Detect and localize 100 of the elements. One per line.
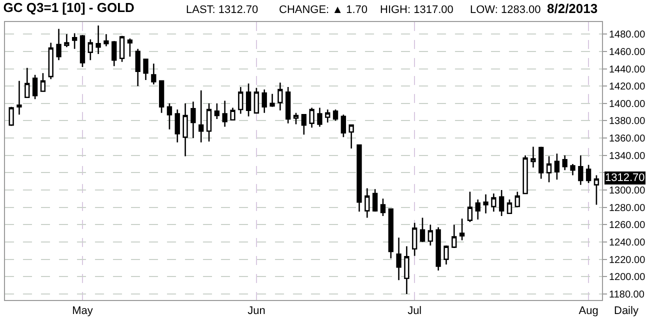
text: Daily bbox=[614, 305, 639, 317]
candlestick bbox=[546, 156, 552, 183]
y-tick-label: 1400.00 bbox=[609, 98, 646, 110]
y-tick-label: 1220.00 bbox=[609, 254, 646, 266]
candlestick bbox=[467, 191, 473, 223]
candlestick bbox=[285, 86, 291, 124]
chart-title: GC Q3=1 [10] - GOLD bbox=[3, 0, 134, 16]
text: CHANGE: ▲ 1.70 bbox=[279, 4, 368, 16]
y-tick-label: 1300.00 bbox=[609, 186, 646, 197]
candlestick bbox=[190, 101, 196, 139]
candlestick bbox=[301, 114, 306, 136]
candlestick bbox=[246, 82, 252, 118]
candlestick bbox=[491, 192, 496, 212]
candlestick bbox=[80, 34, 86, 68]
candlestick bbox=[96, 24, 101, 55]
y-tick-label: 1360.00 bbox=[609, 134, 646, 145]
candlestick bbox=[254, 87, 260, 114]
candlestick bbox=[293, 112, 299, 125]
candlestick bbox=[151, 62, 156, 86]
candlestick bbox=[317, 107, 322, 128]
candlestick bbox=[498, 189, 504, 217]
candlestick bbox=[420, 217, 426, 243]
candlestick bbox=[332, 108, 338, 122]
candlestick bbox=[530, 146, 536, 168]
y-tick-label: 1480.00 bbox=[609, 30, 646, 41]
candlestick bbox=[40, 72, 46, 92]
candlestick bbox=[506, 198, 512, 214]
candlestick bbox=[428, 224, 433, 246]
y-tick-label: 1340.00 bbox=[609, 150, 646, 162]
candlestick bbox=[340, 114, 346, 138]
candlestick bbox=[278, 82, 283, 111]
candlestick bbox=[483, 194, 488, 214]
text: 8/2/2013 bbox=[547, 1, 598, 16]
y-tick-label: 1440.00 bbox=[609, 64, 646, 76]
candlestick bbox=[570, 163, 576, 176]
candlestick bbox=[198, 90, 204, 144]
y-tick-label: 1420.00 bbox=[609, 82, 646, 93]
candlestick bbox=[104, 33, 109, 47]
text: LOW: 1283.00 bbox=[470, 4, 541, 16]
candlestick bbox=[404, 246, 410, 295]
x-tick-label: Jun bbox=[248, 305, 266, 318]
candlestick bbox=[222, 100, 228, 128]
candlestick bbox=[396, 236, 402, 281]
text: HIGH: 1317.00 bbox=[380, 4, 454, 16]
candlestick bbox=[452, 224, 457, 249]
candlestick bbox=[8, 106, 14, 127]
candlestick bbox=[112, 40, 117, 67]
candlestick bbox=[127, 38, 133, 58]
candlestick bbox=[388, 208, 394, 260]
candlestick bbox=[459, 218, 465, 241]
candlestick bbox=[238, 86, 244, 114]
candlestick bbox=[372, 188, 378, 212]
candlestick bbox=[166, 102, 172, 130]
candlestick bbox=[538, 146, 544, 180]
y-tick-label: 1460.00 bbox=[609, 46, 646, 58]
candlestick bbox=[182, 102, 188, 157]
candlestick bbox=[309, 107, 314, 128]
candlestick bbox=[158, 80, 164, 114]
candlestick bbox=[412, 222, 418, 256]
candlestick bbox=[436, 226, 441, 272]
candlestick bbox=[364, 188, 370, 218]
text: 1312.70 bbox=[605, 172, 645, 184]
y-tick-label: 1240.00 bbox=[609, 237, 646, 248]
candlestick bbox=[56, 28, 62, 61]
candlestick bbox=[475, 198, 480, 220]
candlestick bbox=[230, 107, 236, 121]
candlestick bbox=[522, 154, 528, 194]
candlestick bbox=[214, 102, 220, 120]
candlestick bbox=[380, 198, 386, 217]
candlestick bbox=[586, 164, 592, 184]
text: LAST: 1312.70 bbox=[186, 4, 258, 16]
candlestick bbox=[119, 35, 125, 62]
y-tick-label: 1260.00 bbox=[609, 220, 646, 232]
candlestick bbox=[206, 102, 212, 142]
y-tick-label: 1380.00 bbox=[609, 116, 646, 128]
x-tick-label: Aug bbox=[578, 305, 598, 318]
candlestick bbox=[270, 93, 275, 108]
candlestick bbox=[348, 124, 354, 150]
candlestick bbox=[562, 154, 568, 171]
y-tick-label: 1180.00 bbox=[609, 289, 645, 300]
y-tick-label: 1200.00 bbox=[609, 272, 646, 284]
candlestick bbox=[135, 48, 140, 87]
candlestick bbox=[554, 152, 560, 180]
candlestick bbox=[356, 144, 362, 212]
candlestick bbox=[262, 88, 267, 114]
candlestick bbox=[32, 74, 38, 100]
candlestick bbox=[594, 174, 600, 206]
candlestick bbox=[88, 38, 93, 61]
candlestick bbox=[143, 58, 148, 81]
candlestick bbox=[72, 32, 78, 50]
candlestick bbox=[578, 154, 584, 186]
candlestick bbox=[16, 80, 22, 116]
x-tick-label: Jul bbox=[408, 305, 422, 318]
candlestick bbox=[48, 42, 54, 80]
candlestick bbox=[444, 244, 449, 266]
candlestick bbox=[64, 33, 70, 48]
x-tick-label: May bbox=[72, 305, 94, 318]
candlestick bbox=[514, 191, 520, 208]
candlestick bbox=[325, 108, 330, 124]
candlestick bbox=[174, 108, 180, 144]
